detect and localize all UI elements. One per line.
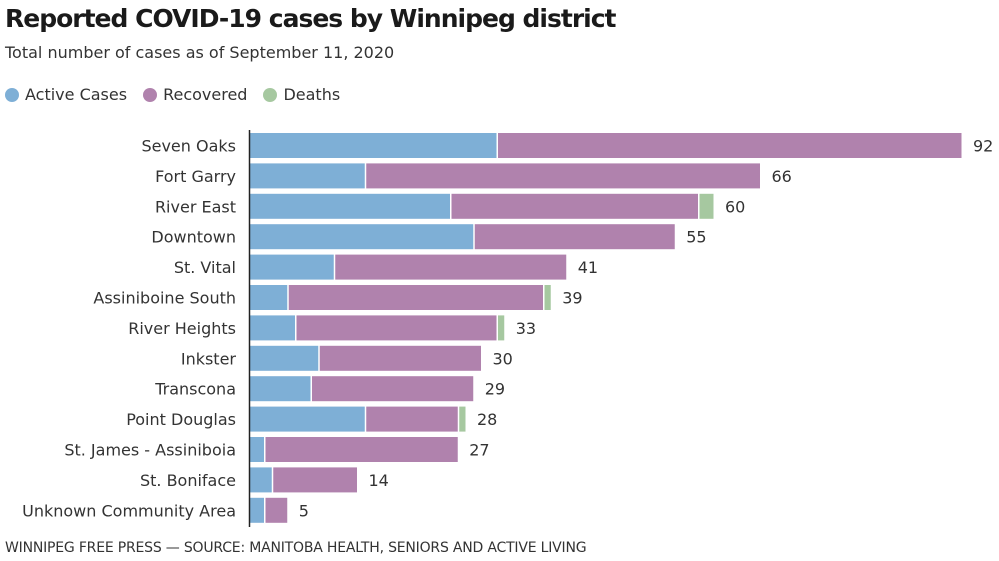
legend-label-deaths: Deaths	[283, 85, 341, 104]
bar-segment-deaths	[498, 315, 505, 341]
total-label: 92	[973, 137, 993, 156]
bar-segment-recovered	[498, 133, 962, 158]
bar-segment-active-cases	[250, 315, 295, 341]
total-label: 30	[493, 349, 513, 368]
bar-segment-recovered	[451, 193, 698, 219]
bar-segment-active-cases	[250, 193, 450, 219]
bar-segment-recovered	[265, 497, 288, 523]
total-label: 55	[686, 228, 706, 247]
bar-segment-active-cases	[250, 406, 365, 432]
bar-segment-recovered	[366, 163, 760, 189]
category-label: Unknown Community Area	[22, 501, 236, 520]
bar-segment-active-cases	[250, 376, 311, 402]
category-label: Point Douglas	[126, 410, 236, 429]
legend-item-deaths: Deaths	[263, 85, 340, 104]
bar-segment-deaths	[699, 193, 714, 219]
legend-item-active: Active Cases	[5, 85, 127, 104]
category-label: St. Vital	[174, 258, 236, 277]
category-label: Seven Oaks	[141, 137, 236, 156]
chart-title: Reported COVID-19 cases by Winnipeg dist…	[5, 4, 617, 33]
total-label: 28	[477, 410, 497, 429]
category-label: River East	[155, 197, 236, 216]
legend: Active Cases Recovered Deaths	[5, 85, 340, 104]
total-label: 14	[369, 471, 389, 490]
bar-segment-active-cases	[250, 467, 272, 493]
bar-segment-deaths	[459, 406, 466, 432]
total-label: 60	[725, 197, 745, 216]
chart-subtitle: Total number of cases as of September 11…	[5, 43, 395, 62]
bar-segment-recovered	[296, 315, 497, 341]
category-label: Transcona	[154, 380, 236, 399]
category-label: St. Boniface	[140, 471, 236, 490]
total-label: 27	[469, 441, 489, 460]
bar-segment-active-cases	[250, 133, 497, 158]
legend-dot-deaths	[263, 87, 278, 102]
bar-segment-active-cases	[250, 285, 288, 310]
bar-segment-recovered	[312, 376, 474, 402]
bar-segment-recovered	[265, 437, 458, 462]
bar-segment-active-cases	[250, 224, 474, 250]
bar-segment-recovered	[335, 254, 567, 280]
total-label: 33	[516, 319, 536, 338]
bar-segment-recovered	[474, 224, 675, 250]
total-label: 41	[578, 258, 598, 277]
bar-segment-active-cases	[250, 163, 365, 189]
category-label: Fort Garry	[155, 167, 236, 186]
category-label: River Heights	[128, 319, 236, 338]
total-label: 29	[485, 380, 505, 399]
source-credit: WINNIPEG FREE PRESS — SOURCE: MANITOBA H…	[5, 540, 587, 556]
bar-segment-recovered	[288, 285, 543, 310]
total-label: 5	[299, 501, 309, 520]
bar-segment-deaths	[544, 285, 551, 310]
legend-label-active: Active Cases	[25, 85, 128, 104]
category-label: Inkster	[181, 349, 237, 368]
total-label: 39	[562, 289, 582, 308]
legend-dot-recovered	[143, 87, 158, 102]
legend-item-recovered: Recovered	[143, 85, 247, 104]
bar-segment-active-cases	[250, 345, 319, 371]
bar-segment-active-cases	[250, 437, 264, 462]
category-label: Assiniboine South	[93, 289, 236, 308]
bar-segment-recovered	[273, 467, 357, 493]
legend-label-recovered: Recovered	[163, 85, 248, 104]
bar-segment-recovered	[319, 345, 481, 371]
category-label: Downtown	[151, 228, 236, 247]
category-label: St. James - Assiniboia	[64, 441, 236, 460]
total-label: 66	[772, 167, 792, 186]
legend-dot-active	[5, 87, 19, 102]
bar-segment-active-cases	[250, 254, 334, 280]
bar-segment-recovered	[366, 406, 458, 432]
bar-segment-active-cases	[250, 497, 264, 523]
